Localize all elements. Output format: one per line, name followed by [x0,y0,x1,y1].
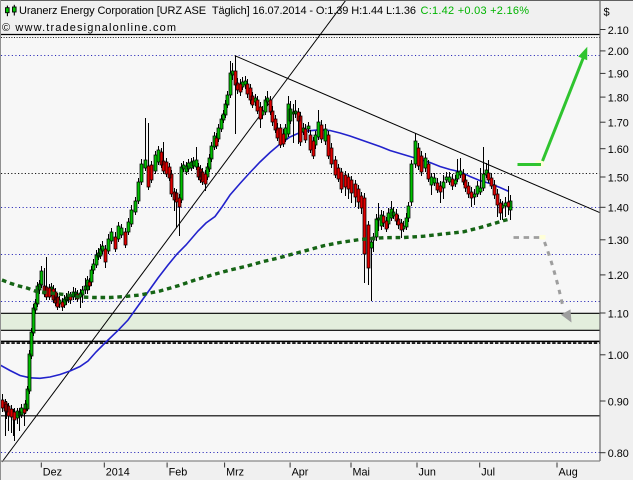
svg-text:1.50: 1.50 [608,172,629,184]
svg-text:Mai: Mai [353,467,370,479]
svg-text:$: $ [604,7,610,19]
svg-text:Aug: Aug [559,467,578,479]
svg-text:Uranerz Energy Corporation [UR: Uranerz Energy Corporation [URZ ASE Tägl… [19,5,416,17]
svg-text:© www.tradesignalonline.com: © www.tradesignalonline.com [2,22,176,34]
svg-text:2.00: 2.00 [608,46,629,58]
svg-text:2014: 2014 [106,467,130,479]
svg-text:C:1.42 +0.03 +2.16%: C:1.42 +0.03 +2.16% [421,5,530,17]
svg-text:1.30: 1.30 [608,235,629,247]
svg-text:Jul: Jul [481,467,495,479]
svg-text:1.40: 1.40 [608,203,629,215]
svg-text:1.10: 1.10 [608,308,629,320]
svg-text:Apr: Apr [292,467,309,479]
svg-text:0.90: 0.90 [608,396,629,408]
svg-text:1.20: 1.20 [608,270,629,282]
svg-text:0.80: 0.80 [608,448,629,460]
svg-text:Feb: Feb [169,467,188,479]
svg-text:Jun: Jun [419,467,436,479]
svg-text:1.00: 1.00 [608,350,629,362]
svg-text:Dez: Dez [43,467,62,479]
svg-text:1.80: 1.80 [608,92,629,104]
svg-text:1.60: 1.60 [608,144,629,156]
svg-text:Mrz: Mrz [226,467,244,479]
svg-text:1.70: 1.70 [608,118,629,130]
svg-text:1.90: 1.90 [608,69,629,81]
svg-text:2.10: 2.10 [608,25,629,37]
